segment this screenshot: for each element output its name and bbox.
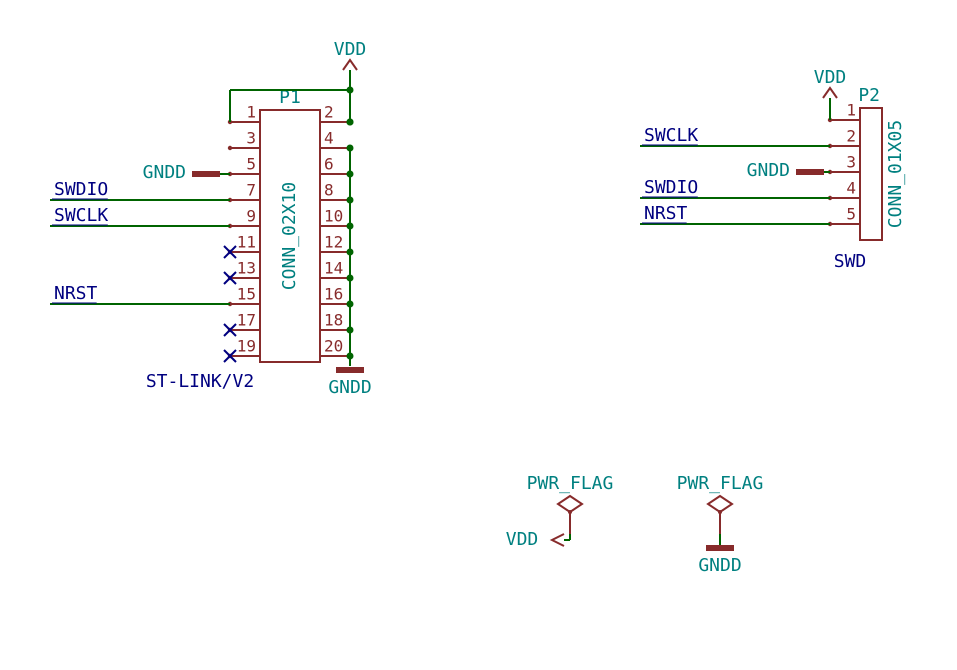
net-label: NRST (54, 283, 98, 304)
junction (347, 145, 354, 152)
pin-number: 3 (246, 129, 256, 148)
pwr-flag-label: PWR_FLAG (527, 473, 614, 494)
junction (347, 327, 354, 334)
junction (347, 171, 354, 178)
p1-type: CONN_02X10 (279, 182, 300, 290)
pin-number: 5 (246, 155, 256, 174)
pin-number: 12 (324, 233, 343, 252)
pin-number: 10 (324, 207, 343, 226)
junction (347, 301, 354, 308)
pin-number: 2 (846, 127, 856, 146)
vdd-arrow-left (552, 534, 564, 546)
vdd-arrow (343, 60, 357, 70)
pin-number: 14 (324, 259, 343, 278)
pin-number: 17 (237, 311, 256, 330)
pin-number: 1 (246, 103, 256, 122)
p2-ref: P2 (858, 85, 880, 106)
net-label: SWDIO (644, 177, 698, 198)
junction (347, 223, 354, 230)
pin-number: 6 (324, 155, 334, 174)
pwr-flag-icon (708, 496, 732, 512)
power-label-gnd: GNDD (143, 162, 186, 183)
power-label-gnd: GNDD (698, 555, 741, 576)
pin-number: 2 (324, 103, 334, 122)
pin-number: 7 (246, 181, 256, 200)
power-label-gnd: GNDD (328, 377, 371, 398)
pin-number: 3 (846, 153, 856, 172)
junction (347, 249, 354, 256)
p2-body (860, 108, 882, 240)
net-label: NRST (644, 203, 688, 224)
pin-endpoint (568, 510, 572, 514)
net-label: SWCLK (54, 205, 108, 226)
junction (347, 87, 354, 94)
pin-number: 5 (846, 205, 856, 224)
pin-number: 11 (237, 233, 256, 252)
p2-name: SWD (834, 251, 867, 272)
junction (347, 119, 354, 126)
power-label-vdd: VDD (334, 39, 367, 60)
pwr-flag-icon (558, 496, 582, 512)
pin-number: 8 (324, 181, 334, 200)
junction (347, 275, 354, 282)
pin-number: 4 (846, 179, 856, 198)
pin-endpoint (718, 510, 722, 514)
pin-number: 4 (324, 129, 334, 148)
power-label-gnd: GNDD (747, 160, 790, 181)
junction (347, 197, 354, 204)
pin-number: 18 (324, 311, 343, 330)
pin-number: 1 (846, 101, 856, 120)
pin-number: 15 (237, 285, 256, 304)
pin-number: 16 (324, 285, 343, 304)
pin-number: 20 (324, 337, 343, 356)
vdd-arrow (823, 88, 837, 98)
p2-type: CONN_01X05 (885, 120, 906, 228)
power-label-vdd: VDD (506, 529, 539, 550)
pin-number: 9 (246, 207, 256, 226)
pwr-flag-label: PWR_FLAG (677, 473, 764, 494)
pin-number: 13 (237, 259, 256, 278)
net-label: SWCLK (644, 125, 698, 146)
p1-name: ST-LINK/V2 (146, 371, 254, 392)
schematic-canvas: P1CONN_02X10ST-LINK/V2123456789101112131… (0, 0, 957, 670)
power-label-vdd: VDD (814, 67, 847, 88)
net-label: SWDIO (54, 179, 108, 200)
pin-number: 19 (237, 337, 256, 356)
